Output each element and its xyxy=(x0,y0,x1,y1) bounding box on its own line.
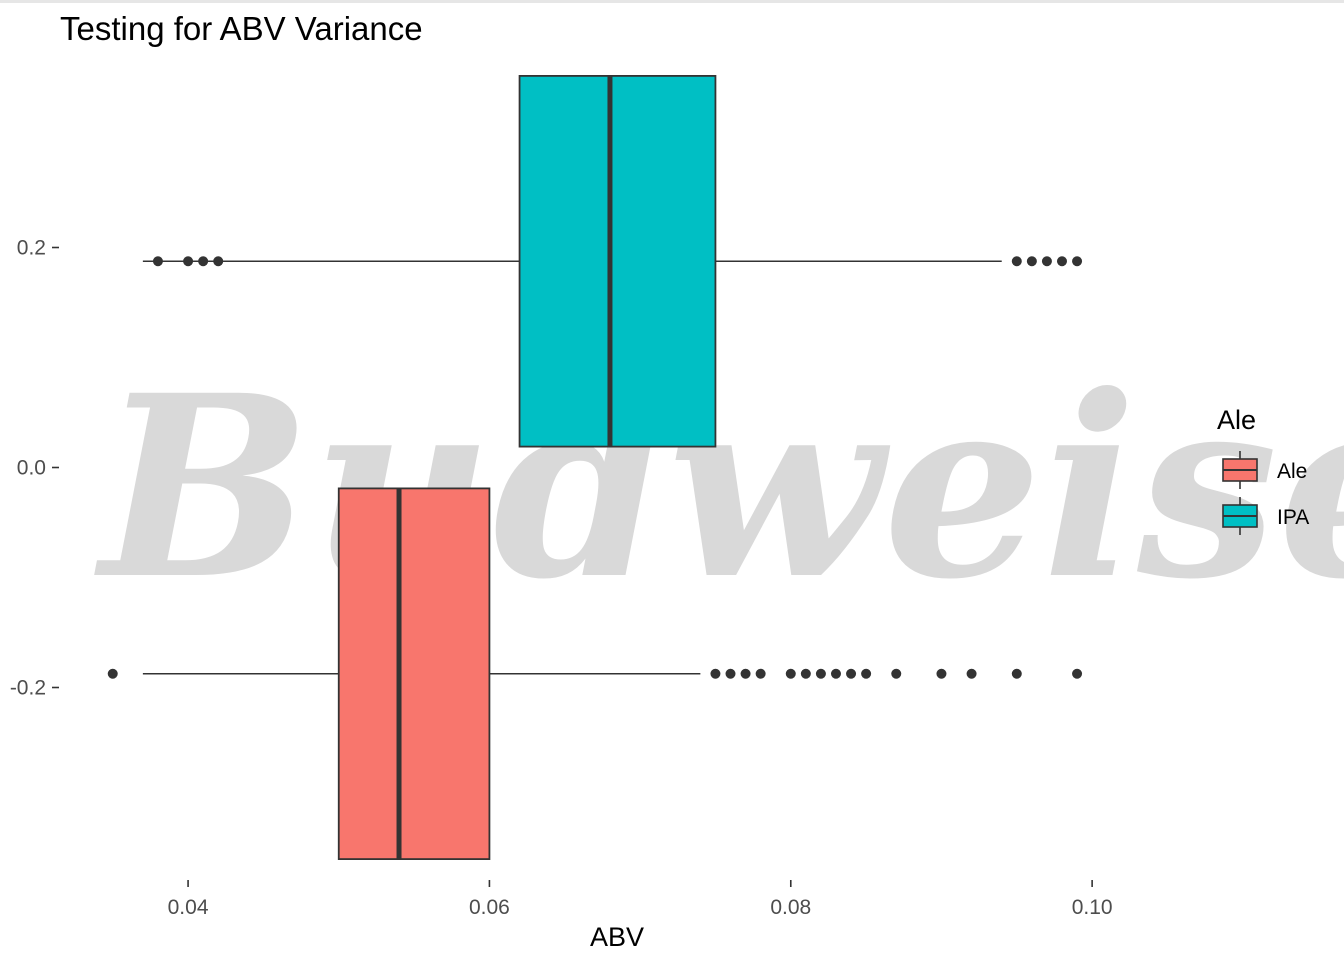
y-tick-label: 0.2 xyxy=(17,237,46,260)
y-tick-label: 0.0 xyxy=(17,457,46,480)
x-axis: 0.04 0.06 0.08 0.10 xyxy=(168,880,1113,919)
y-axis: 0.2 0.0 -0.2 xyxy=(10,237,59,700)
outlier-point xyxy=(1011,256,1022,267)
x-tick-label: 0.08 xyxy=(770,896,811,919)
outlier-point xyxy=(1072,256,1083,267)
outlier-point xyxy=(152,256,163,267)
outlier-point xyxy=(936,668,947,679)
legend-key-ipa xyxy=(1222,497,1258,535)
box-ipa xyxy=(142,75,1083,448)
outlier-point xyxy=(1011,668,1022,679)
legend-title: Ale xyxy=(1217,405,1256,435)
outlier-point xyxy=(1056,256,1067,267)
outlier-point xyxy=(1026,256,1037,267)
outlier-point xyxy=(740,668,751,679)
outlier-point xyxy=(213,256,224,267)
x-tick-label: 0.04 xyxy=(168,896,209,919)
legend-label: IPA xyxy=(1277,506,1309,529)
outlier-point xyxy=(1072,668,1083,679)
outlier-point xyxy=(815,668,826,679)
y-tick-label: -0.2 xyxy=(10,677,46,700)
outlier-point xyxy=(183,256,194,267)
outlier-point xyxy=(891,668,902,679)
outlier-point xyxy=(1041,256,1052,267)
x-tick-label: 0.10 xyxy=(1072,896,1113,919)
box-iqr xyxy=(518,75,717,448)
outlier-point xyxy=(710,668,721,679)
watermark-logo: Budweiser xyxy=(94,340,1344,634)
x-tick-label: 0.06 xyxy=(469,896,510,919)
outlier-point xyxy=(725,668,736,679)
box-iqr xyxy=(337,487,491,861)
outlier-point xyxy=(861,668,872,679)
legend: Ale Ale IPA xyxy=(1217,405,1309,535)
x-axis-title: ABV xyxy=(590,922,644,952)
plot-panel xyxy=(107,75,1083,861)
outlier-point xyxy=(846,668,857,679)
outlier-point xyxy=(107,668,118,679)
legend-key-ale xyxy=(1222,451,1258,489)
top-border xyxy=(0,0,1344,3)
outlier-point xyxy=(755,668,766,679)
outlier-point xyxy=(830,668,841,679)
outlier-point xyxy=(800,668,811,679)
legend-label: Ale xyxy=(1277,460,1307,483)
outlier-point xyxy=(966,668,977,679)
outlier-point xyxy=(198,256,209,267)
outlier-point xyxy=(785,668,796,679)
box-ale xyxy=(107,487,1083,861)
chart-title: Testing for ABV Variance xyxy=(60,10,423,47)
